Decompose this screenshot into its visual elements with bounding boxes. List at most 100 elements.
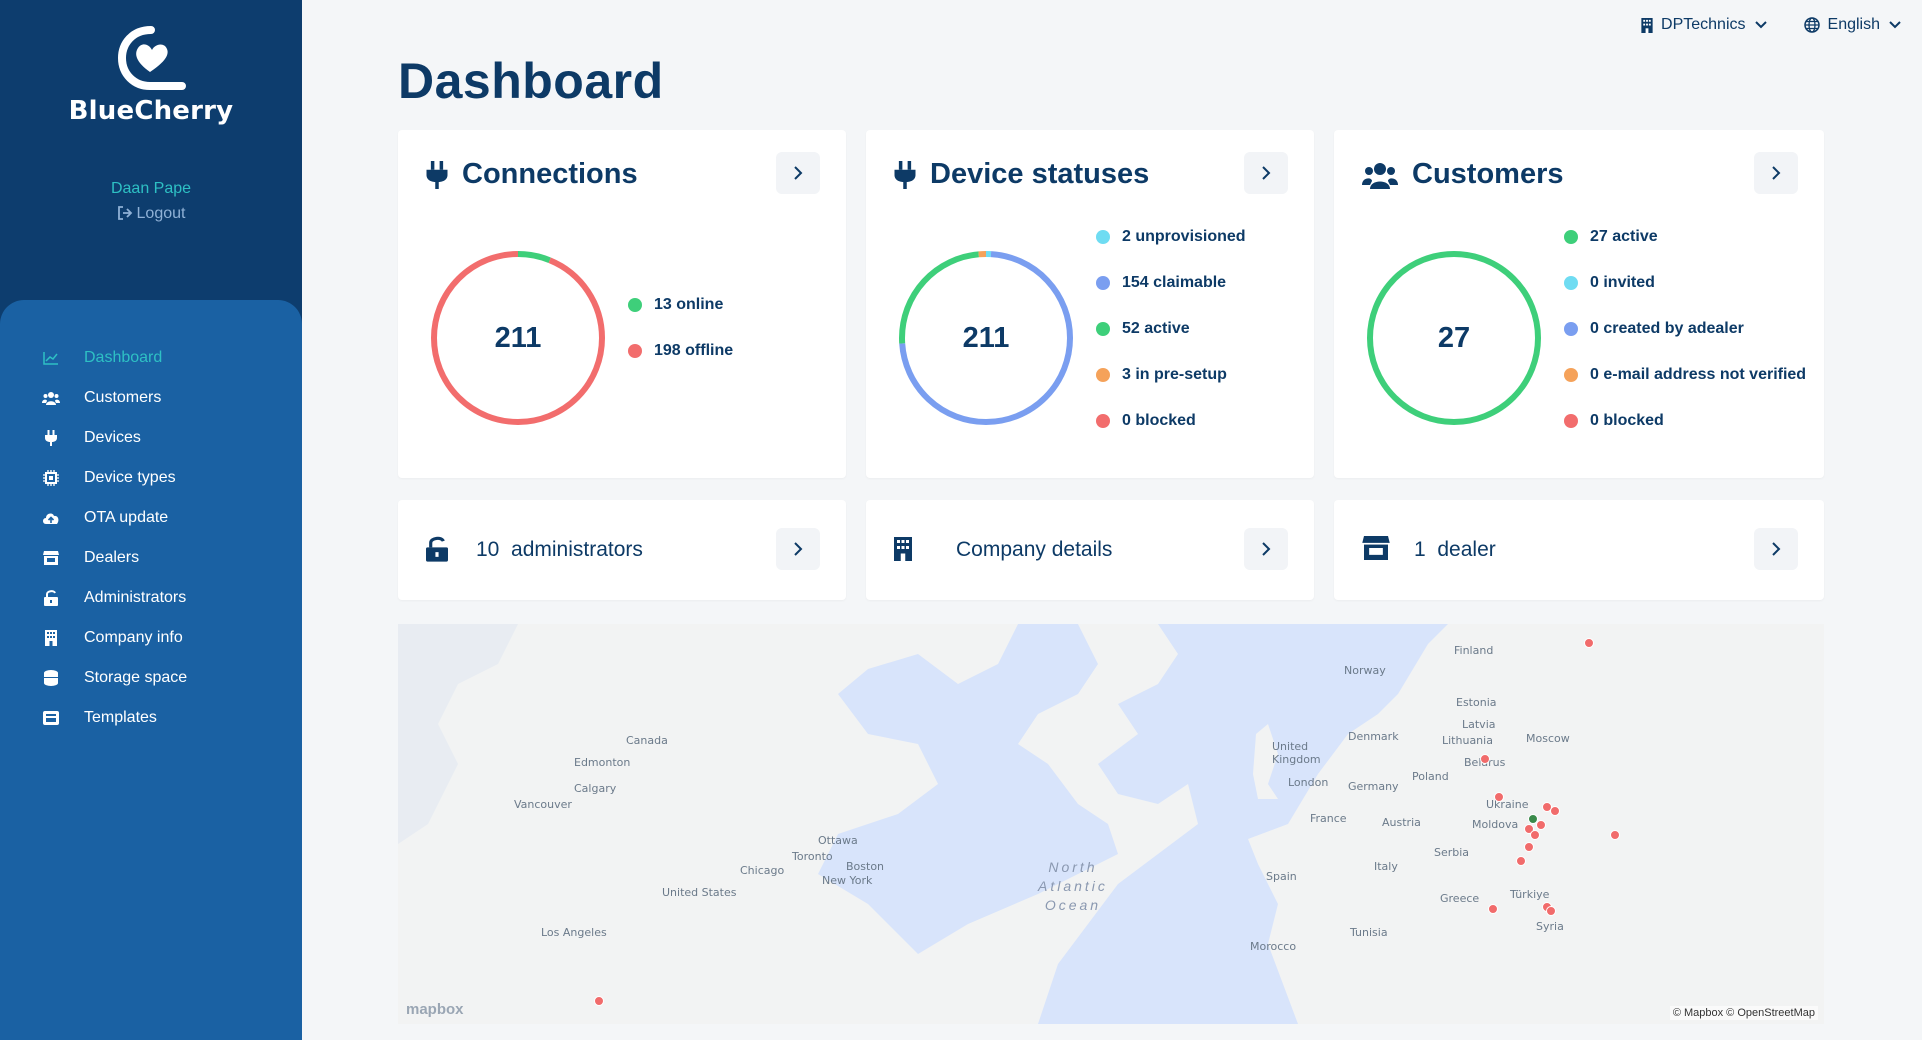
map-attribution[interactable]: © Mapbox © OpenStreetMap xyxy=(1669,1006,1818,1020)
device-marker[interactable] xyxy=(1488,904,1498,914)
ocean-label-line: Atlantic xyxy=(1038,878,1108,894)
device-marker[interactable] xyxy=(1516,856,1526,866)
donut-segment-presetup xyxy=(899,251,1073,425)
mapbox-logo[interactable]: mapbox xyxy=(406,1001,464,1018)
legend-label: 2 unprovisioned xyxy=(1122,228,1246,245)
device-marker[interactable] xyxy=(1546,906,1556,916)
device-marker[interactable] xyxy=(1550,806,1560,816)
connections-open-button[interactable] xyxy=(776,152,820,194)
legend-item-created-by-dealer: 0 created by adealer xyxy=(1564,306,1806,352)
map-label: Boston xyxy=(846,860,885,873)
plug-icon xyxy=(894,160,916,189)
lock-icon xyxy=(426,536,448,562)
map-label: Los Angeles xyxy=(541,926,607,939)
sidebar-item-device-types[interactable]: Device types xyxy=(0,458,302,498)
device-marker[interactable] xyxy=(1524,824,1534,834)
device-marker[interactable] xyxy=(1524,842,1534,852)
map-label: Canada xyxy=(626,734,668,747)
sidebar-item-dashboard[interactable]: Dashboard xyxy=(0,338,302,378)
building-icon xyxy=(42,629,60,647)
connections-legend: 13 online 198 offline xyxy=(628,282,733,374)
legend-item-active: 27 active xyxy=(1564,214,1806,260)
legend-item-blocked: 0 blocked xyxy=(1564,398,1806,444)
sidebar-nav: Dashboard Customers Devices Device types… xyxy=(0,300,302,1040)
sidebar-item-storage-space[interactable]: Storage space xyxy=(0,658,302,698)
dealers-card[interactable]: 1 dealer xyxy=(1334,500,1824,600)
sidebar-item-templates[interactable]: Templates xyxy=(0,698,302,738)
map-label: New York xyxy=(822,874,873,887)
map-landmass xyxy=(398,624,1824,1024)
invited-dot xyxy=(1564,276,1578,290)
legend-item-email-not-verified: 0 e-mail address not verified xyxy=(1564,352,1806,398)
chip-icon xyxy=(42,469,60,487)
customers-open-button[interactable] xyxy=(1754,152,1798,194)
sidebar-item-customers[interactable]: Customers xyxy=(0,378,302,418)
donut-segment-offline xyxy=(431,251,605,425)
map-label: Serbia xyxy=(1434,846,1470,859)
blocked-dot xyxy=(1564,414,1578,428)
map-label: United States xyxy=(662,886,737,899)
map-label: Tunisia xyxy=(1350,926,1388,939)
device-statuses-donut xyxy=(899,251,1073,425)
sidebar-item-administrators[interactable]: Administrators xyxy=(0,578,302,618)
building-icon xyxy=(894,537,912,561)
sidebar: BlueCherry Daan Pape Logout Dashboard Cu… xyxy=(0,0,302,1040)
legend-label: 27 active xyxy=(1590,228,1658,245)
connections-title: Connections xyxy=(426,158,638,191)
legend-label: 154 claimable xyxy=(1122,274,1227,291)
sidebar-item-ota-update[interactable]: OTA update xyxy=(0,498,302,538)
company-selector[interactable]: DPTechnics xyxy=(1641,16,1767,34)
legend-item-claimable: 154 claimable xyxy=(1096,260,1246,306)
device-marker[interactable] xyxy=(1528,814,1538,824)
app-name: BlueCherry xyxy=(68,96,234,126)
donut-segment-claimable xyxy=(899,251,1073,425)
customers-card: Customers 27 27 active 0 invited 0 creat… xyxy=(1334,130,1824,478)
sidebar-item-devices[interactable]: Devices xyxy=(0,418,302,458)
device-statuses-open-button[interactable] xyxy=(1244,152,1288,194)
legend-item-unprovisioned: 2 unprovisioned xyxy=(1096,214,1246,260)
app-logo[interactable]: BlueCherry xyxy=(0,22,302,126)
company-details-open-button[interactable] xyxy=(1244,528,1288,570)
map-label: Norway xyxy=(1344,664,1386,677)
legend-item-online: 13 online xyxy=(628,282,733,328)
chevron-right-icon xyxy=(1772,166,1781,180)
sidebar-item-dealers[interactable]: Dealers xyxy=(0,538,302,578)
building-icon xyxy=(1641,17,1653,33)
administrators-open-button[interactable] xyxy=(776,528,820,570)
chevron-right-icon xyxy=(794,542,803,556)
legend-label: 52 active xyxy=(1122,320,1190,337)
logout-label: Logout xyxy=(136,205,186,222)
sidebar-item-label: Dashboard xyxy=(84,349,163,366)
map-label: Kingdom xyxy=(1272,753,1321,766)
legend-label: 0 invited xyxy=(1590,274,1655,291)
cherry-logo-icon xyxy=(117,26,186,90)
map-label: Morocco xyxy=(1250,940,1297,953)
map-label: Finland xyxy=(1454,644,1494,657)
sidebar-item-label: Templates xyxy=(84,709,157,726)
dealers-open-button[interactable] xyxy=(1754,528,1798,570)
ocean-label-line: North xyxy=(1048,859,1098,875)
sidebar-item-label: Administrators xyxy=(84,589,187,606)
device-marker[interactable] xyxy=(594,996,604,1006)
device-map[interactable]: Finland Norway Estonia Latvia Lithuania … xyxy=(398,624,1824,1024)
topbar: DPTechnics English xyxy=(1641,16,1902,34)
administrators-count: 10 xyxy=(476,538,500,561)
users-icon xyxy=(1362,162,1398,189)
logout-link[interactable]: Logout xyxy=(0,205,302,223)
plug-icon xyxy=(42,429,60,447)
device-marker[interactable] xyxy=(1610,830,1620,840)
device-marker[interactable] xyxy=(1536,820,1546,830)
administrators-text: administrators xyxy=(511,538,643,561)
device-statuses-total: 211 xyxy=(962,321,1010,354)
logout-icon xyxy=(117,206,132,220)
device-marker[interactable] xyxy=(1480,754,1490,764)
device-marker[interactable] xyxy=(1530,830,1540,840)
map-label: Lithuania xyxy=(1442,734,1493,747)
device-marker[interactable] xyxy=(1494,792,1504,802)
sidebar-item-company-info[interactable]: Company info xyxy=(0,618,302,658)
chevron-right-icon xyxy=(794,166,803,180)
device-marker[interactable] xyxy=(1584,638,1594,648)
administrators-card[interactable]: 10 administrators xyxy=(398,500,846,600)
company-details-card[interactable]: Company details xyxy=(866,500,1314,600)
language-selector[interactable]: English xyxy=(1803,16,1902,34)
